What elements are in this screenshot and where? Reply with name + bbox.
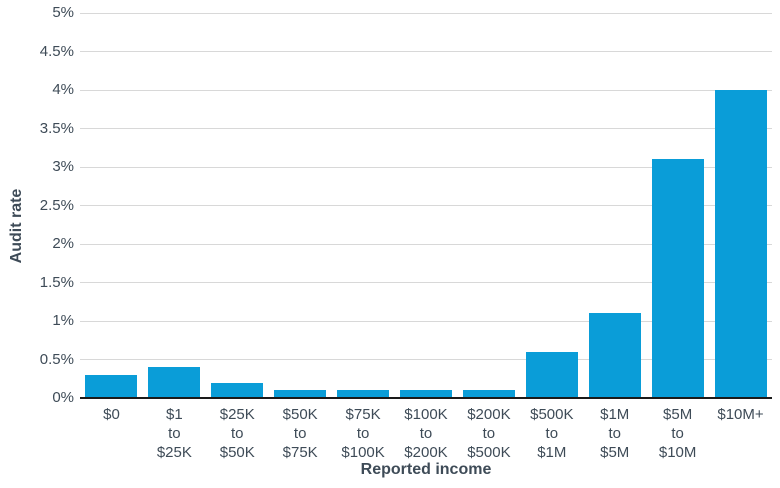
bar-1: [85, 374, 138, 398]
bar-10: [651, 159, 704, 398]
y-axis-tick-label: 1%: [52, 312, 74, 329]
bar-8: [525, 351, 578, 398]
y-axis-tick-label: 5%: [52, 4, 74, 21]
y-axis-tick-label: 0.5%: [39, 350, 74, 368]
y-axis-title: Audit rate: [8, 188, 25, 264]
y-axis-tick-label: 4.5%: [39, 42, 74, 60]
x-axis-line: [80, 397, 772, 399]
x-axis-tick-label: $100K to $200K: [404, 406, 448, 461]
x-axis-tick-label: $10M+: [717, 406, 764, 423]
bar-2: [148, 367, 201, 398]
y-axis-tick-label: 3.5%: [39, 119, 74, 137]
x-axis-tick-label: $500K to $1M: [530, 406, 574, 461]
x-axis-tick-label: $5M to $10M: [658, 406, 697, 461]
x-axis-tick-label: $25K to $50K: [219, 406, 255, 461]
x-axis-tick-label: $200K to $500K: [467, 406, 511, 461]
y-axis-tick-label: 4%: [52, 81, 74, 98]
y-axis-tick-label: 1.5%: [39, 273, 74, 291]
x-axis-tick-label: $1 to $25K: [156, 406, 192, 461]
y-axis-tick-label: 3%: [52, 158, 74, 175]
x-axis-tick-label: $75K to $100K: [341, 406, 385, 461]
x-axis-tick-label: $1M to $5M: [600, 406, 630, 461]
bar-6: [400, 390, 452, 398]
bar-9: [588, 313, 641, 398]
x-axis-tick-label: $50K to $75K: [282, 406, 318, 461]
bar-7: [462, 390, 515, 398]
bar-3: [211, 382, 264, 398]
bar-4: [274, 390, 327, 398]
bar-11: [714, 90, 767, 398]
y-axis-tick-label: 2.5%: [39, 196, 74, 214]
y-axis-tick-label: 0%: [52, 389, 74, 406]
x-axis-tick-label: $0: [103, 406, 120, 423]
bar-5: [337, 390, 390, 398]
y-axis-tick-label: 2%: [52, 235, 74, 252]
x-axis-title: Reported income: [360, 461, 492, 478]
